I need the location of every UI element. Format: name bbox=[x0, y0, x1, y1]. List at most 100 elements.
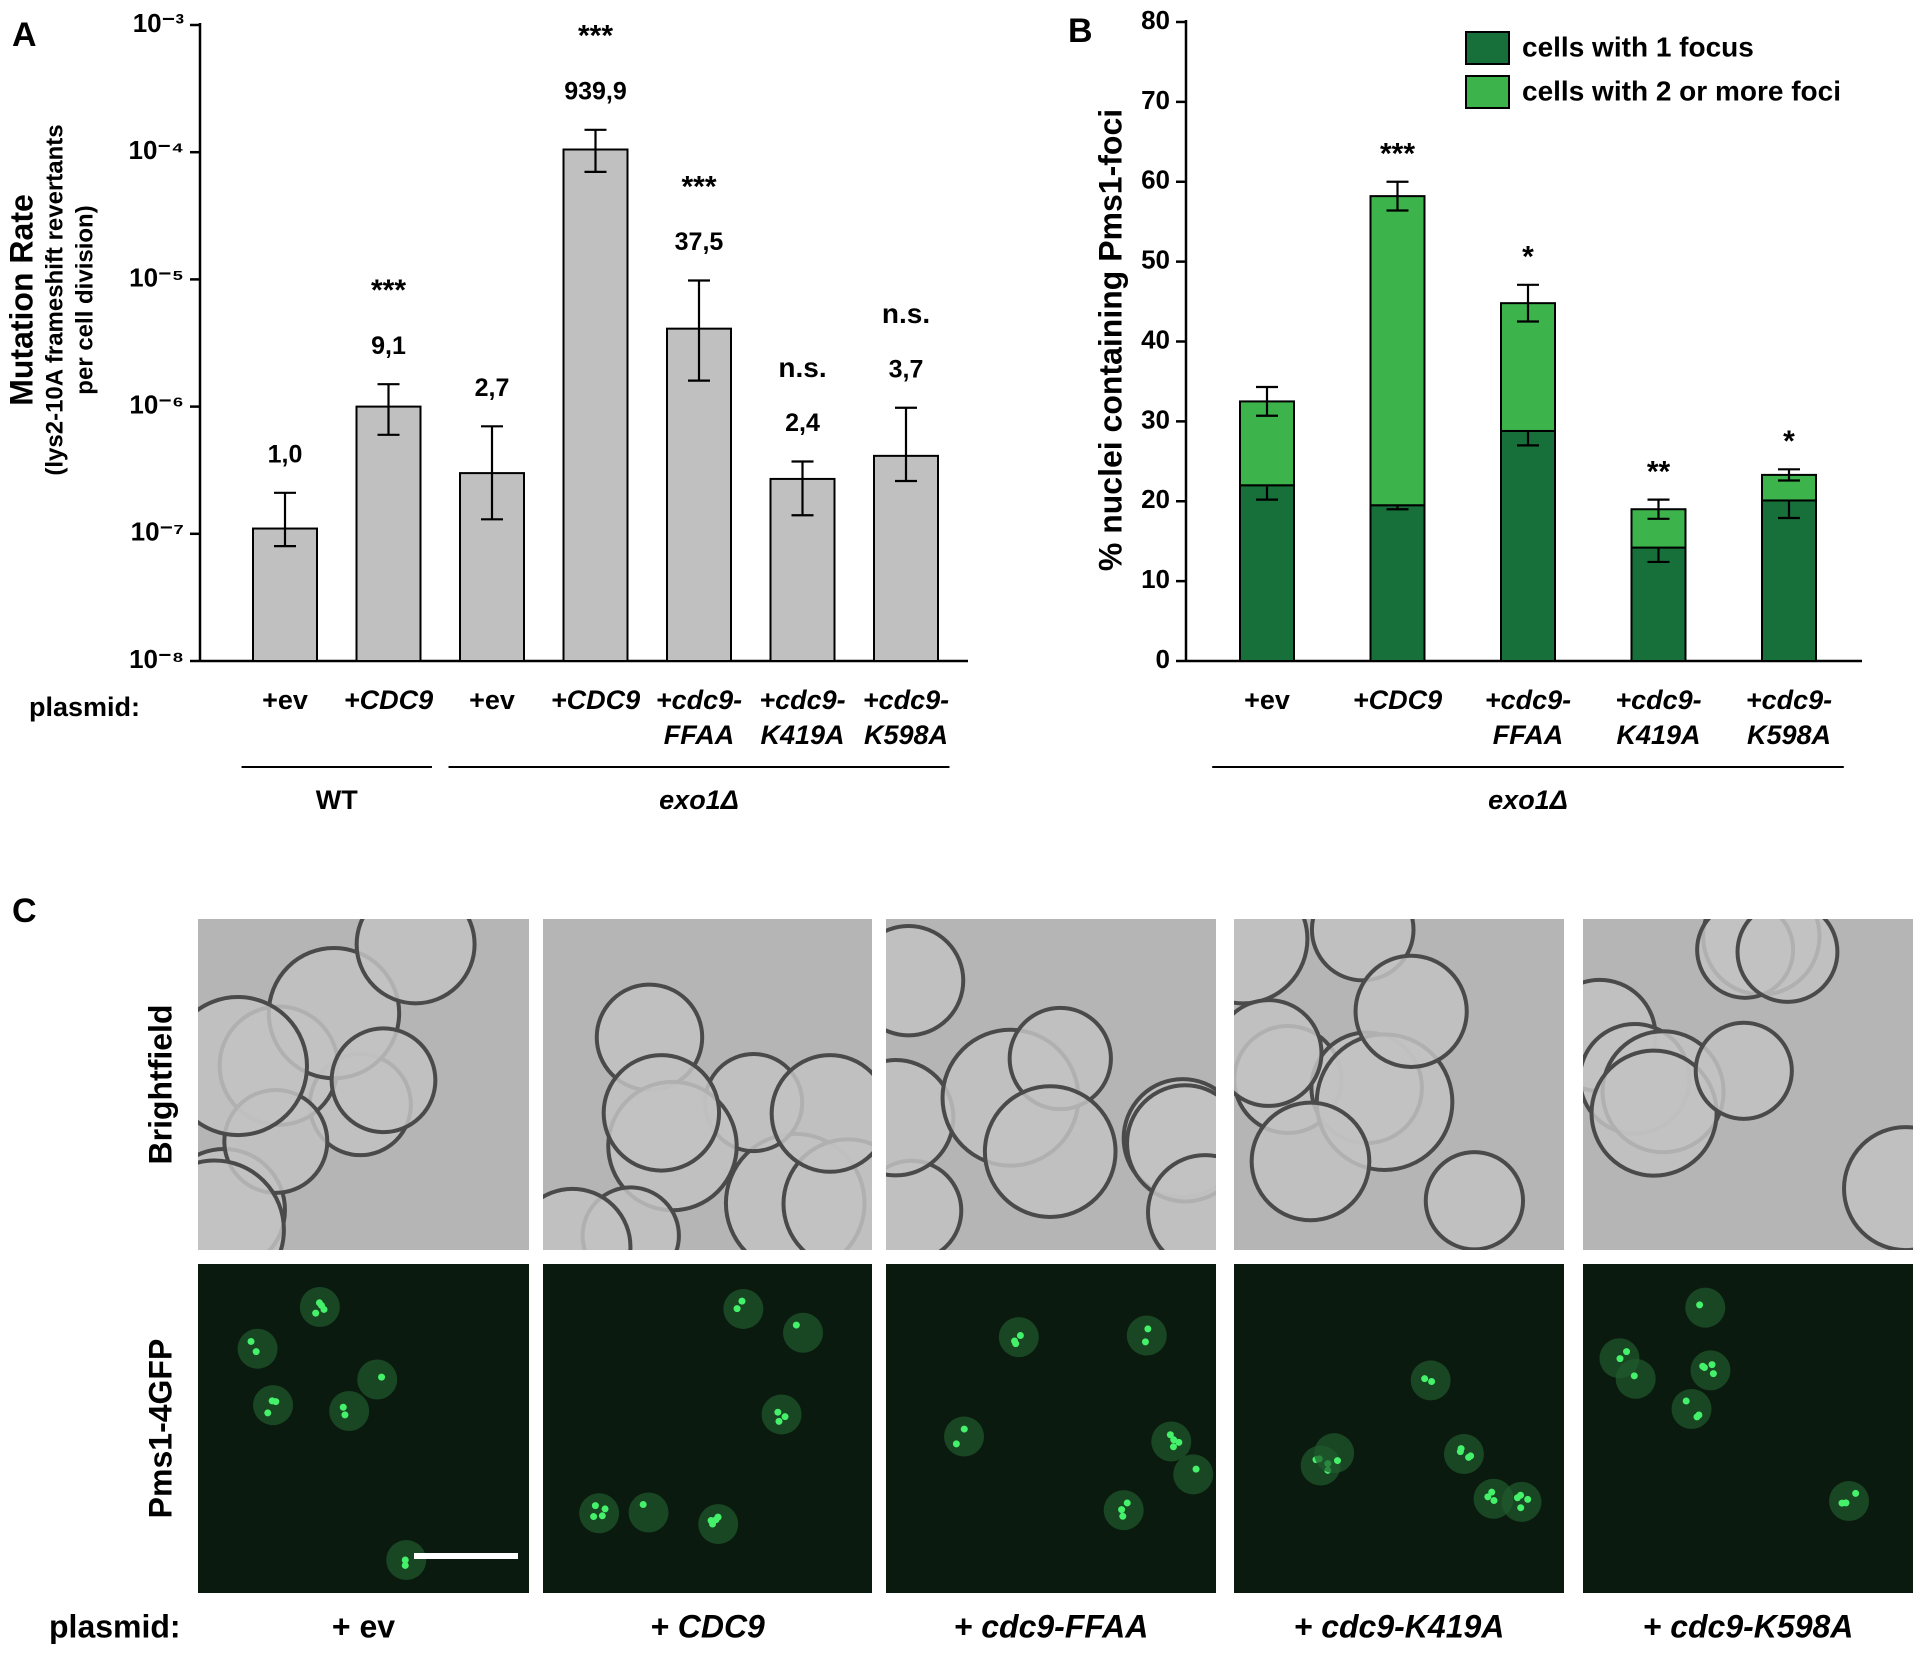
nucleus-glow bbox=[357, 1359, 398, 1400]
focus bbox=[1421, 1375, 1429, 1383]
significance: *** bbox=[681, 170, 716, 203]
focus bbox=[1852, 1489, 1860, 1497]
focus bbox=[401, 1556, 409, 1564]
bar bbox=[666, 327, 732, 662]
fold-label: 2,7 bbox=[475, 374, 510, 402]
focus bbox=[339, 1403, 347, 1411]
cell-outline bbox=[354, 919, 477, 1006]
fold-label: 37,5 bbox=[675, 228, 724, 256]
bar-segment bbox=[1369, 504, 1426, 662]
focus bbox=[1838, 1499, 1846, 1507]
focus bbox=[1696, 1301, 1704, 1309]
fluorescence-bg bbox=[543, 1264, 872, 1593]
y-tick-label: 50 bbox=[1141, 245, 1170, 275]
x-tick-label: +cdc9- bbox=[656, 685, 742, 715]
plasmid-label: plasmid: bbox=[49, 1608, 181, 1644]
focus bbox=[1123, 1499, 1131, 1507]
bar-segment bbox=[1761, 499, 1817, 663]
focus bbox=[774, 1408, 782, 1416]
focus bbox=[378, 1373, 386, 1381]
cell-outline bbox=[982, 1084, 1118, 1219]
x-tick-label: K598A bbox=[864, 720, 948, 750]
y-tick-label: 10⁻⁷ bbox=[131, 517, 184, 547]
nucleus-glow bbox=[1501, 1481, 1542, 1522]
significance: ** bbox=[1647, 456, 1671, 489]
focus bbox=[1488, 1488, 1496, 1496]
focus bbox=[1623, 1348, 1631, 1356]
focus bbox=[1016, 1331, 1024, 1339]
y-tick-label: 10⁻⁸ bbox=[129, 644, 184, 674]
error-bar bbox=[1778, 468, 1800, 482]
focus bbox=[591, 1502, 599, 1510]
bar-segment bbox=[1239, 484, 1295, 662]
focus bbox=[341, 1411, 349, 1419]
legend-swatch bbox=[1465, 31, 1510, 65]
nucleus-glow bbox=[628, 1492, 669, 1533]
significance: *** bbox=[578, 20, 613, 53]
x-tick-label: +ev bbox=[262, 685, 308, 715]
column-label: + CDC9 bbox=[650, 1608, 765, 1644]
panel-letter: B bbox=[1068, 12, 1093, 50]
bar bbox=[873, 454, 939, 662]
bar-segment bbox=[1761, 473, 1817, 502]
cell-outline bbox=[1234, 998, 1324, 1108]
column-label: + ev bbox=[332, 1608, 395, 1644]
cell-outline bbox=[1234, 919, 1310, 1006]
focus bbox=[792, 1321, 800, 1329]
micrograph bbox=[1583, 1264, 1913, 1593]
focus bbox=[1169, 1443, 1177, 1451]
fluorescence-bg bbox=[1234, 1264, 1564, 1593]
group-label: WT bbox=[316, 785, 358, 815]
group-label: exo1Δ bbox=[1488, 785, 1568, 815]
focus bbox=[598, 1512, 606, 1520]
nucleus-glow bbox=[579, 1493, 620, 1534]
fold-label: 1,0 bbox=[268, 440, 303, 468]
nucleus-glow bbox=[723, 1288, 764, 1329]
focus bbox=[712, 1516, 720, 1524]
focus bbox=[1693, 1413, 1701, 1421]
fluorescence-bg bbox=[198, 1264, 529, 1593]
focus bbox=[1166, 1431, 1174, 1439]
focus bbox=[1457, 1445, 1465, 1453]
micrograph bbox=[1234, 1264, 1564, 1593]
nucleus-glow bbox=[1671, 1388, 1712, 1429]
cell-outline bbox=[329, 1026, 438, 1135]
x-tick-label: K419A bbox=[760, 720, 844, 750]
x-tick-label: +ev bbox=[469, 685, 515, 715]
significance: *** bbox=[1380, 138, 1415, 171]
error-bar bbox=[1386, 180, 1409, 212]
focus bbox=[1144, 1325, 1152, 1333]
nucleus-glow bbox=[1314, 1433, 1355, 1474]
y-tick-label: 10 bbox=[1141, 564, 1170, 594]
focus bbox=[1141, 1338, 1149, 1346]
y-tick-label: 10⁻⁵ bbox=[129, 262, 184, 292]
focus bbox=[1119, 1512, 1127, 1520]
cell-outline bbox=[198, 1158, 286, 1250]
group-label: exo1Δ bbox=[659, 785, 739, 815]
focus bbox=[312, 1309, 320, 1317]
error-bar bbox=[1517, 283, 1539, 323]
nucleus-glow bbox=[1443, 1434, 1484, 1475]
micrograph bbox=[543, 919, 872, 1250]
bar bbox=[355, 405, 422, 662]
cell-outline bbox=[1693, 1020, 1794, 1121]
y-axis-label: Mutation Rate bbox=[3, 194, 39, 406]
bar bbox=[252, 527, 318, 662]
focus bbox=[960, 1425, 968, 1433]
focus bbox=[1012, 1340, 1020, 1348]
y-tick-label: 30 bbox=[1141, 404, 1170, 434]
focus bbox=[952, 1440, 960, 1448]
bar-segment bbox=[1369, 195, 1426, 507]
y-tick-label: 10⁻⁴ bbox=[128, 135, 184, 165]
y-tick-label: 40 bbox=[1141, 324, 1170, 354]
nucleus-glow bbox=[1690, 1350, 1731, 1391]
cell-outline bbox=[601, 1053, 722, 1173]
y-tick-label: 70 bbox=[1141, 85, 1170, 115]
x-tick-label: +cdc9- bbox=[1615, 685, 1701, 715]
cell-outline bbox=[198, 995, 309, 1138]
focus bbox=[738, 1297, 746, 1305]
micrograph bbox=[198, 1264, 529, 1593]
x-tick-label: +CDC9 bbox=[551, 685, 640, 715]
panel-letter: A bbox=[12, 16, 37, 54]
